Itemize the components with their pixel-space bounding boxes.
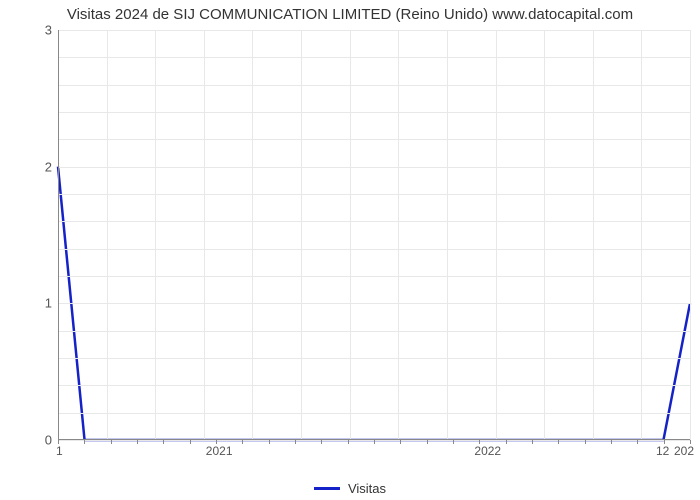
x-minor-tick [479,440,480,444]
legend: Visitas [0,481,700,496]
x-minor-tick [242,440,243,444]
x-minor-tick [348,440,349,444]
x-right-end-label: 202 [674,444,694,458]
plot-area [58,30,690,440]
x-minor-tick [58,440,59,444]
chart-title: Visitas 2024 de SIJ COMMUNICATION LIMITE… [0,6,700,23]
x-left-label: 1 [56,444,63,458]
x-minor-tick [558,440,559,444]
x-minor-tick [400,440,401,444]
x-minor-tick [585,440,586,444]
x-minor-tick [374,440,375,444]
x-minor-tick [111,440,112,444]
legend-label: Visitas [348,481,386,496]
chart-container: Visitas 2024 de SIJ COMMUNICATION LIMITE… [0,0,700,500]
x-minor-tick [321,440,322,444]
x-minor-tick [163,440,164,444]
x-minor-tick [690,440,691,444]
legend-swatch [314,487,340,490]
line-layer [58,30,690,440]
x-major-label: 2021 [206,444,233,458]
x-minor-tick [137,440,138,444]
x-major-label: 2022 [474,444,501,458]
x-minor-tick [453,440,454,444]
x-minor-tick [84,440,85,444]
x-minor-tick [427,440,428,444]
x-minor-tick [506,440,507,444]
y-tick-label: 2 [45,160,52,175]
y-tick-label: 3 [45,23,52,38]
x-minor-tick [664,440,665,444]
y-tick-label: 1 [45,296,52,311]
x-minor-tick [295,440,296,444]
x-minor-tick [532,440,533,444]
x-minor-tick [637,440,638,444]
x-minor-tick [269,440,270,444]
x-minor-tick [216,440,217,444]
x-minor-tick [611,440,612,444]
x-right-num-label: 12 [656,444,669,458]
x-minor-tick [190,440,191,444]
y-tick-label: 0 [45,433,52,448]
